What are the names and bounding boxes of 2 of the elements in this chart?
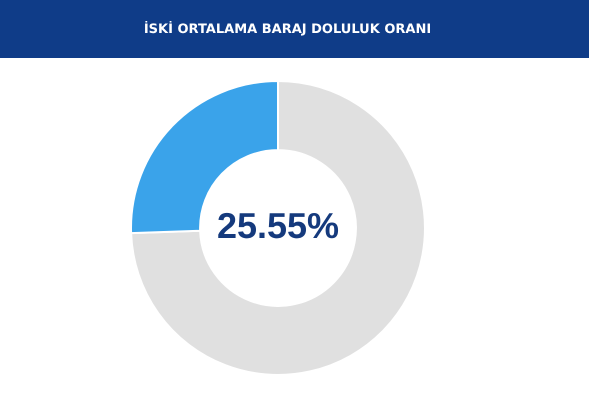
chart-title: İSKİ ORTALAMA BARAJ DOLULUK ORANI <box>144 22 432 36</box>
data-label: 25.55% <box>216 204 340 246</box>
